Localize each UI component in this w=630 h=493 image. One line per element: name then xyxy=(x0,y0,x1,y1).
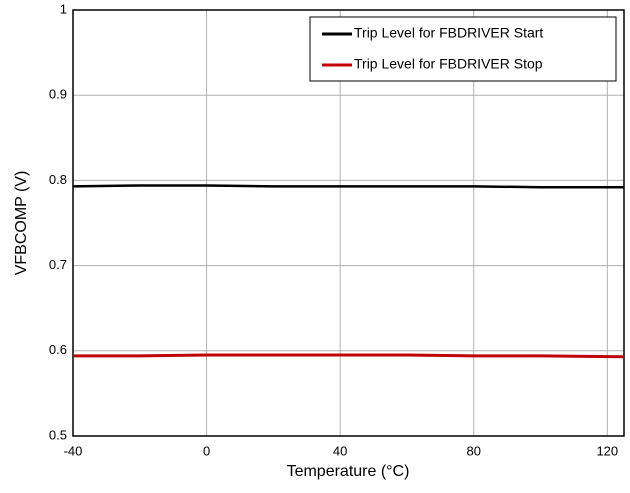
x-tick-label: 40 xyxy=(333,443,347,458)
legend-label: Trip Level for FBDRIVER Stop xyxy=(354,56,543,72)
y-tick-label: 0.7 xyxy=(49,257,67,272)
y-tick-label: 0.6 xyxy=(49,342,67,357)
x-tick-label: 0 xyxy=(203,443,210,458)
x-tick-label: 80 xyxy=(466,443,480,458)
y-tick-label: 0.5 xyxy=(49,427,67,442)
legend-box xyxy=(309,16,617,82)
plot-frame xyxy=(72,9,625,437)
series-line xyxy=(72,184,624,189)
y-tick-label: 0.8 xyxy=(49,172,67,187)
x-tick-label: -40 xyxy=(64,443,83,458)
legend-label: Trip Level for FBDRIVER Start xyxy=(354,25,543,41)
y-tick-label: 1 xyxy=(60,1,67,16)
y-axis-label: VFBCOMP (V) xyxy=(13,171,30,276)
x-axis-label: Temperature (°C) xyxy=(287,463,410,480)
series-line xyxy=(73,353,625,359)
y-tick-label: 0.9 xyxy=(49,87,67,102)
x-tick-label: 120 xyxy=(596,443,618,458)
